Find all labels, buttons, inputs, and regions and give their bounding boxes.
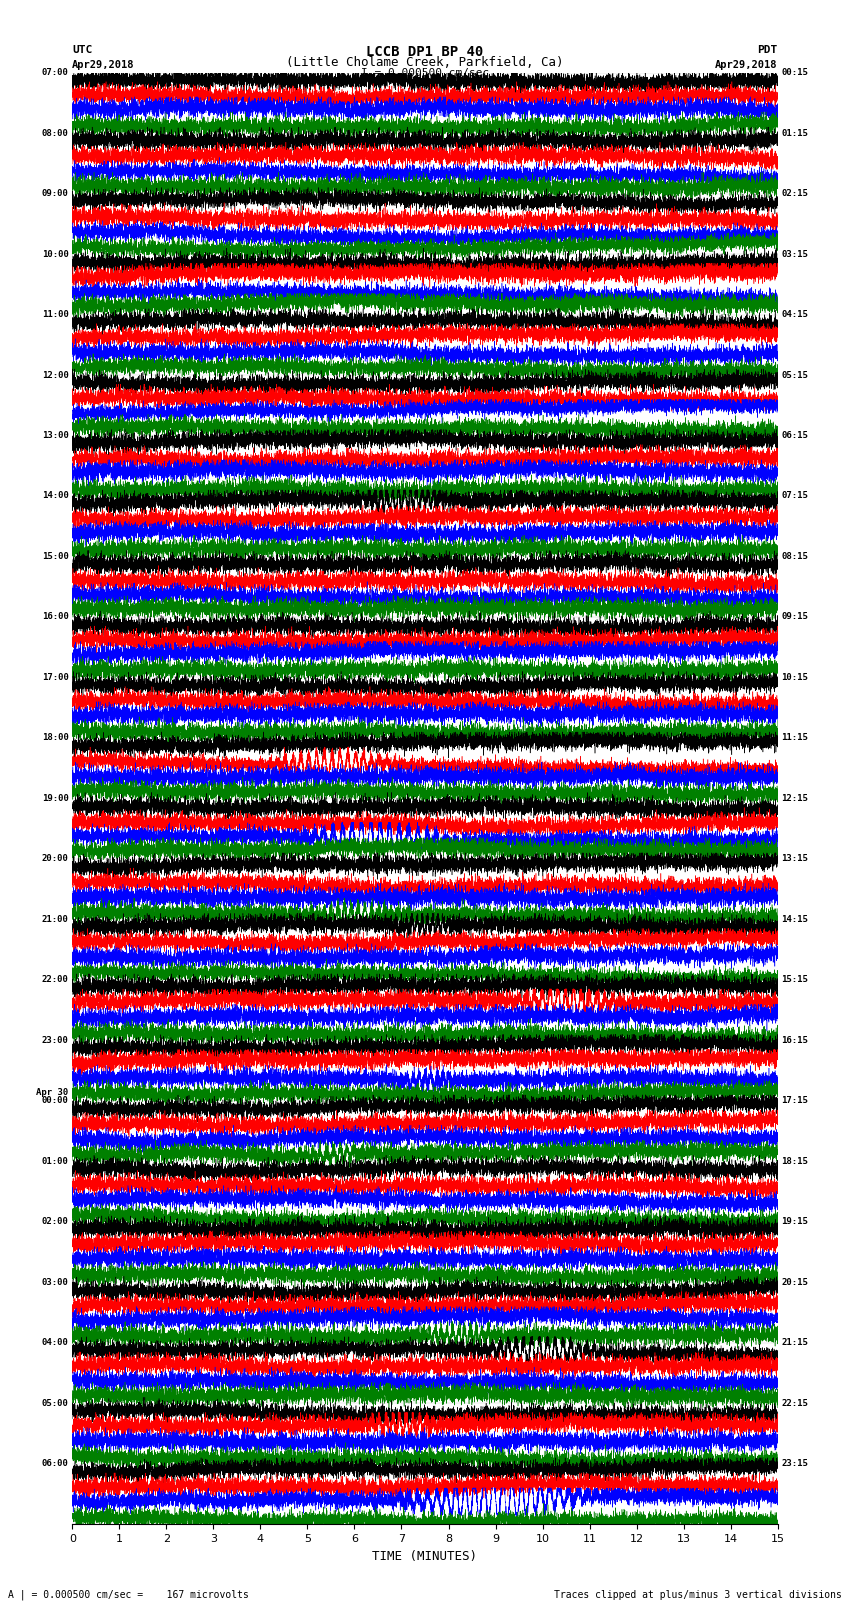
Text: 07:00: 07:00 — [42, 68, 69, 77]
Text: 21:00: 21:00 — [42, 915, 69, 924]
Text: 08:15: 08:15 — [781, 552, 808, 561]
Text: 19:15: 19:15 — [781, 1218, 808, 1226]
Text: Traces clipped at plus/minus 3 vertical divisions: Traces clipped at plus/minus 3 vertical … — [553, 1590, 842, 1600]
Text: UTC: UTC — [72, 45, 93, 55]
Text: 06:00: 06:00 — [42, 1460, 69, 1468]
Text: 22:15: 22:15 — [781, 1398, 808, 1408]
Text: 03:00: 03:00 — [42, 1277, 69, 1287]
Text: 00:00: 00:00 — [42, 1097, 69, 1105]
Text: 23:00: 23:00 — [42, 1036, 69, 1045]
Text: 04:15: 04:15 — [781, 310, 808, 319]
Text: 23:15: 23:15 — [781, 1460, 808, 1468]
Text: Apr 30: Apr 30 — [37, 1087, 69, 1097]
Text: Apr29,2018: Apr29,2018 — [72, 60, 135, 69]
Text: 18:15: 18:15 — [781, 1157, 808, 1166]
Text: 04:00: 04:00 — [42, 1339, 69, 1347]
Text: 05:15: 05:15 — [781, 371, 808, 379]
Text: 18:00: 18:00 — [42, 734, 69, 742]
Text: 12:00: 12:00 — [42, 371, 69, 379]
Text: 10:00: 10:00 — [42, 250, 69, 258]
Text: PDT: PDT — [757, 45, 778, 55]
Text: Apr29,2018: Apr29,2018 — [715, 60, 778, 69]
Text: 11:15: 11:15 — [781, 734, 808, 742]
Text: 01:15: 01:15 — [781, 129, 808, 137]
Text: 14:00: 14:00 — [42, 492, 69, 500]
Text: 15:00: 15:00 — [42, 552, 69, 561]
Text: 07:15: 07:15 — [781, 492, 808, 500]
Text: 01:00: 01:00 — [42, 1157, 69, 1166]
Text: A | = 0.000500 cm/sec =    167 microvolts: A | = 0.000500 cm/sec = 167 microvolts — [8, 1589, 249, 1600]
Text: 14:15: 14:15 — [781, 915, 808, 924]
Text: 09:15: 09:15 — [781, 613, 808, 621]
Text: 02:00: 02:00 — [42, 1218, 69, 1226]
Text: 21:15: 21:15 — [781, 1339, 808, 1347]
Text: 20:15: 20:15 — [781, 1277, 808, 1287]
Text: 19:00: 19:00 — [42, 794, 69, 803]
Text: 03:15: 03:15 — [781, 250, 808, 258]
Text: 13:15: 13:15 — [781, 855, 808, 863]
Text: 17:00: 17:00 — [42, 673, 69, 682]
Text: 00:15: 00:15 — [781, 68, 808, 77]
Text: 12:15: 12:15 — [781, 794, 808, 803]
Text: 16:15: 16:15 — [781, 1036, 808, 1045]
Text: 05:00: 05:00 — [42, 1398, 69, 1408]
Text: (Little Cholame Creek, Parkfield, Ca): (Little Cholame Creek, Parkfield, Ca) — [286, 56, 564, 69]
Text: 15:15: 15:15 — [781, 976, 808, 984]
Text: 13:00: 13:00 — [42, 431, 69, 440]
Text: LCCB DP1 BP 40: LCCB DP1 BP 40 — [366, 45, 484, 60]
Text: 11:00: 11:00 — [42, 310, 69, 319]
Text: 17:15: 17:15 — [781, 1097, 808, 1105]
Text: 08:00: 08:00 — [42, 129, 69, 137]
Text: 09:00: 09:00 — [42, 189, 69, 198]
Text: I = 0.000500 cm/sec: I = 0.000500 cm/sec — [361, 68, 489, 77]
Text: 02:15: 02:15 — [781, 189, 808, 198]
X-axis label: TIME (MINUTES): TIME (MINUTES) — [372, 1550, 478, 1563]
Text: 20:00: 20:00 — [42, 855, 69, 863]
Text: 16:00: 16:00 — [42, 613, 69, 621]
Text: 22:00: 22:00 — [42, 976, 69, 984]
Text: 06:15: 06:15 — [781, 431, 808, 440]
Text: 10:15: 10:15 — [781, 673, 808, 682]
